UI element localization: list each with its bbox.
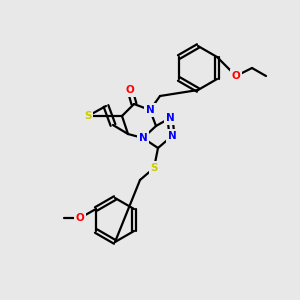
Text: N: N xyxy=(168,131,176,141)
Text: N: N xyxy=(166,113,174,123)
Text: N: N xyxy=(139,133,147,143)
Text: O: O xyxy=(76,213,84,223)
Text: O: O xyxy=(232,71,240,81)
Text: O: O xyxy=(126,85,134,95)
Text: S: S xyxy=(84,111,92,121)
Text: S: S xyxy=(150,163,158,173)
Text: N: N xyxy=(146,105,154,115)
